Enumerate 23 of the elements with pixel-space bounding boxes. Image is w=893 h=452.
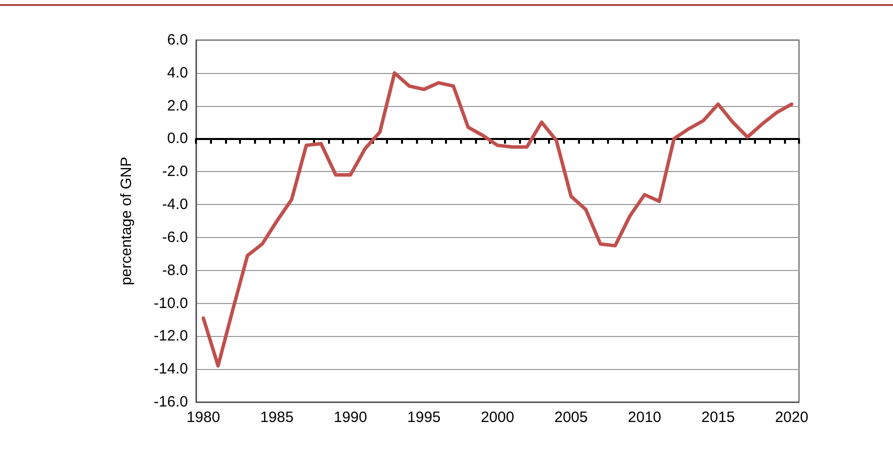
y-tick-label: -8.0 <box>162 262 188 279</box>
x-tick-label: 1980 <box>186 409 220 426</box>
y-tick-label: -14.0 <box>154 360 188 378</box>
y-tick-label: -10.0 <box>154 294 188 312</box>
y-tick-label: 6.0 <box>167 32 188 48</box>
y-tick-label: -2.0 <box>162 163 188 180</box>
y-tick-label: -6.0 <box>162 228 188 246</box>
x-tick-label: 1990 <box>334 409 368 426</box>
y-tick-label: 0.0 <box>167 130 188 148</box>
x-tick-label: 2005 <box>554 409 588 426</box>
y-axis-title: percentage of GNP <box>118 156 135 286</box>
y-tick-label: -4.0 <box>162 196 188 214</box>
y-tick-label: 2.0 <box>167 97 188 114</box>
y-tick-label: 4.0 <box>167 64 188 82</box>
y-tick-label: -12.0 <box>154 328 188 345</box>
x-tick-label: 1995 <box>407 409 441 426</box>
x-tick-label: 2015 <box>701 409 735 426</box>
y-tick-label: -16.0 <box>154 394 188 410</box>
line-series <box>202 71 794 368</box>
x-tick-label: 2000 <box>480 409 514 426</box>
x-tick-label: 2010 <box>628 409 662 426</box>
x-tick-label: 2020 <box>774 409 808 426</box>
x-tick-label: 1985 <box>260 409 294 426</box>
